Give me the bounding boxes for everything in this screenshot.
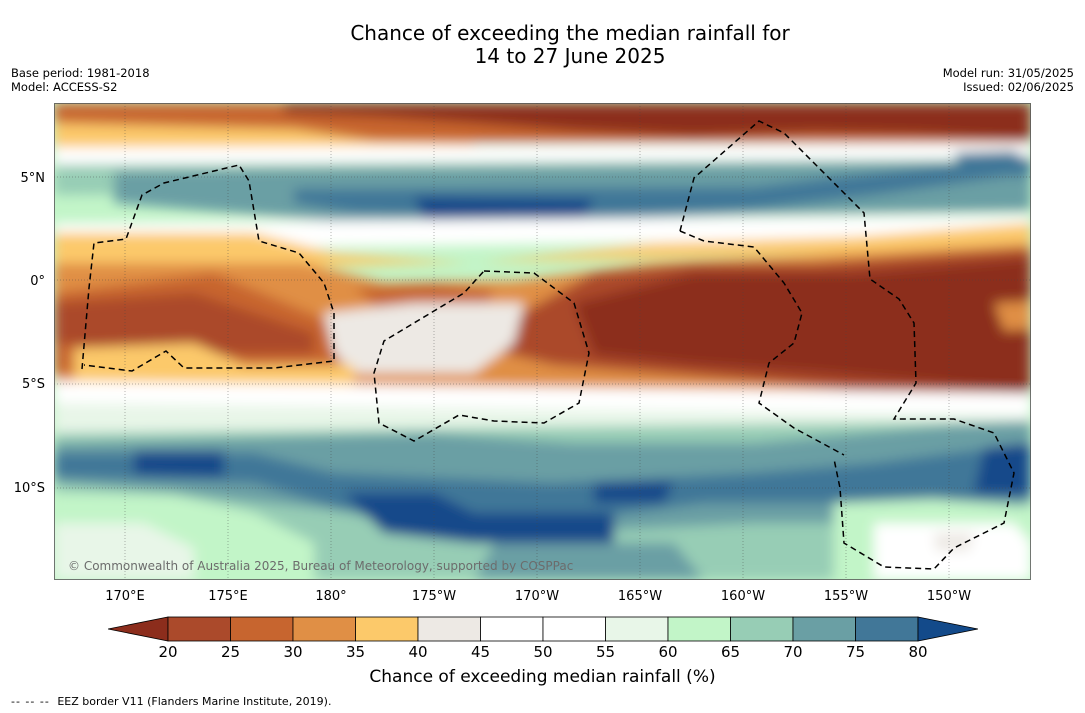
lon-label-175e: 175°E: [208, 589, 248, 604]
colorbar-segment: [417, 616, 481, 642]
colorbar-tick-label: 40: [408, 643, 428, 661]
colorbar-segment: [542, 616, 606, 642]
title-line-2: 14 to 27 June 2025: [474, 44, 666, 68]
meta-right: Model run: 31/05/2025 Issued: 02/06/2025: [943, 66, 1074, 94]
colorbar-segment: [292, 616, 356, 642]
lat-label-5s: 5°S: [21, 377, 45, 392]
lon-label-175w: 175°W: [411, 589, 457, 604]
issued-date: Issued: 02/06/2025: [963, 80, 1074, 94]
colorbar-min-arrow: [108, 616, 169, 642]
footnote: -- -- -- EEZ border V11 (Flanders Marine…: [11, 695, 331, 708]
colorbar: [108, 616, 978, 642]
colorbar-segment: [480, 616, 544, 642]
model-run: Model run: 31/05/2025: [942, 66, 1074, 80]
colorbar-tick-label: 70: [783, 643, 803, 661]
eez-legend-text: EEZ border V11 (Flanders Marine Institut…: [57, 695, 332, 708]
colorbar-segment: [230, 616, 294, 642]
lon-label-165w: 165°W: [617, 589, 663, 604]
rainfall-map: [54, 103, 1031, 580]
colorbar-tick-label: 30: [283, 643, 303, 661]
lon-label-170e: 170°E: [105, 589, 145, 604]
colorbar-segment: [667, 616, 731, 642]
lon-label-160w: 160°W: [720, 589, 766, 604]
colorbar-tick-label: 35: [345, 643, 366, 661]
map-gridlines: [54, 103, 1031, 580]
colorbar-tick-label: 20: [158, 643, 178, 661]
base-period: Base period: 1981-2018: [11, 66, 150, 80]
title-line-1: Chance of exceeding the median rainfall …: [350, 21, 790, 45]
colorbar-tick-label: 55: [595, 643, 616, 661]
colorbar-segment: [730, 616, 794, 642]
colorbar-segment: [855, 616, 919, 642]
eez-borders: [81, 120, 1015, 570]
colorbar-segment: [167, 616, 231, 642]
lon-label-180: 180°: [315, 589, 347, 604]
colorbar-tick-label: 50: [533, 643, 553, 661]
map-title: Chance of exceeding the median rainfall …: [0, 22, 1085, 68]
rainfall-field: [54, 103, 1031, 580]
colorbar-tick-label: 25: [220, 643, 241, 661]
model-name: Model: ACCESS-S2: [11, 80, 118, 94]
eez-legend-dashes: -- -- --: [11, 695, 50, 708]
colorbar-tick-label: 65: [720, 643, 741, 661]
colorbar-segment: [605, 616, 669, 642]
colorbar-segment: [792, 616, 856, 642]
lat-label-5n: 5°N: [20, 171, 46, 186]
lon-label-170w: 170°W: [514, 589, 560, 604]
colorbar-tick-label: 80: [908, 643, 928, 661]
colorbar-tick-label: 60: [658, 643, 678, 661]
lat-label-10s: 10°S: [13, 481, 45, 496]
meta-left: Base period: 1981-2018 Model: ACCESS-S2: [11, 66, 150, 94]
lat-label-0: 0°: [30, 274, 45, 289]
colorbar-tick-label: 45: [470, 643, 491, 661]
lon-label-155w: 155°W: [823, 589, 869, 604]
copyright-notice: © Commonwealth of Australia 2025, Bureau…: [68, 559, 574, 573]
colorbar-segment: [355, 616, 419, 642]
colorbar-label: Chance of exceeding median rainfall (%): [369, 667, 716, 687]
colorbar-tick-label: 75: [845, 643, 866, 661]
colorbar-max-arrow: [917, 616, 978, 642]
lon-label-150w: 150°W: [926, 589, 972, 604]
